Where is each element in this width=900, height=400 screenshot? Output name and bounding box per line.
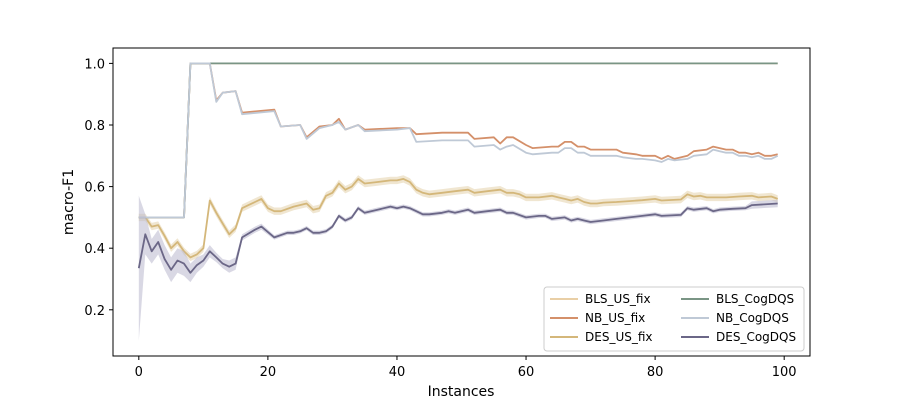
x-tick-label: 80 <box>647 365 664 380</box>
plot-frame <box>112 47 811 357</box>
series-line-des-cogdqs <box>137 202 778 274</box>
legend-label-nb-us-fix: NB_US_fix <box>585 311 645 325</box>
y-tick-label: 0.2 <box>84 304 105 319</box>
x-tick-label: 0 <box>135 365 143 380</box>
series-band-des-us-fix <box>138 175 778 262</box>
legend-label-nb-cogdqs: NB_CogDQS <box>716 311 789 325</box>
y-tick-label: 0.4 <box>84 242 105 257</box>
legend-label-bls-cogdqs: BLS_CogDQS <box>716 292 794 306</box>
y-axis-label: macro-F1 <box>61 169 77 235</box>
y-axis-ticks: 0.2 0.4 0.6 0.8 1.0 <box>84 57 113 319</box>
legend-label-bls-us-fix: BLS_US_fix <box>585 292 651 306</box>
y-tick-label: 0.8 <box>84 119 105 134</box>
x-tick-label: 40 <box>389 365 406 380</box>
series-line-nb-cogdqs <box>138 62 779 219</box>
x-tick-label: 100 <box>772 365 797 380</box>
legend-label-des-us-fix: DES_US_fix <box>585 330 653 344</box>
series-line-des-us-fix <box>138 178 779 259</box>
legend-label-des-cogdqs: DES_CogDQS <box>716 330 796 344</box>
plot-data-layer <box>137 62 779 341</box>
legend-frame <box>543 286 805 352</box>
x-axis-label: Instances <box>428 384 495 400</box>
legend: BLS_US_fix NB_US_fix DES_US_fix BLS_CogDQS N… <box>543 286 805 352</box>
y-tick-label: 1.0 <box>84 57 105 72</box>
x-tick-label: 60 <box>518 365 535 380</box>
x-tick-label: 20 <box>260 365 277 380</box>
y-tick-label: 0.6 <box>84 181 105 196</box>
x-axis-ticks: 0 20 40 60 80 100 <box>135 356 797 380</box>
